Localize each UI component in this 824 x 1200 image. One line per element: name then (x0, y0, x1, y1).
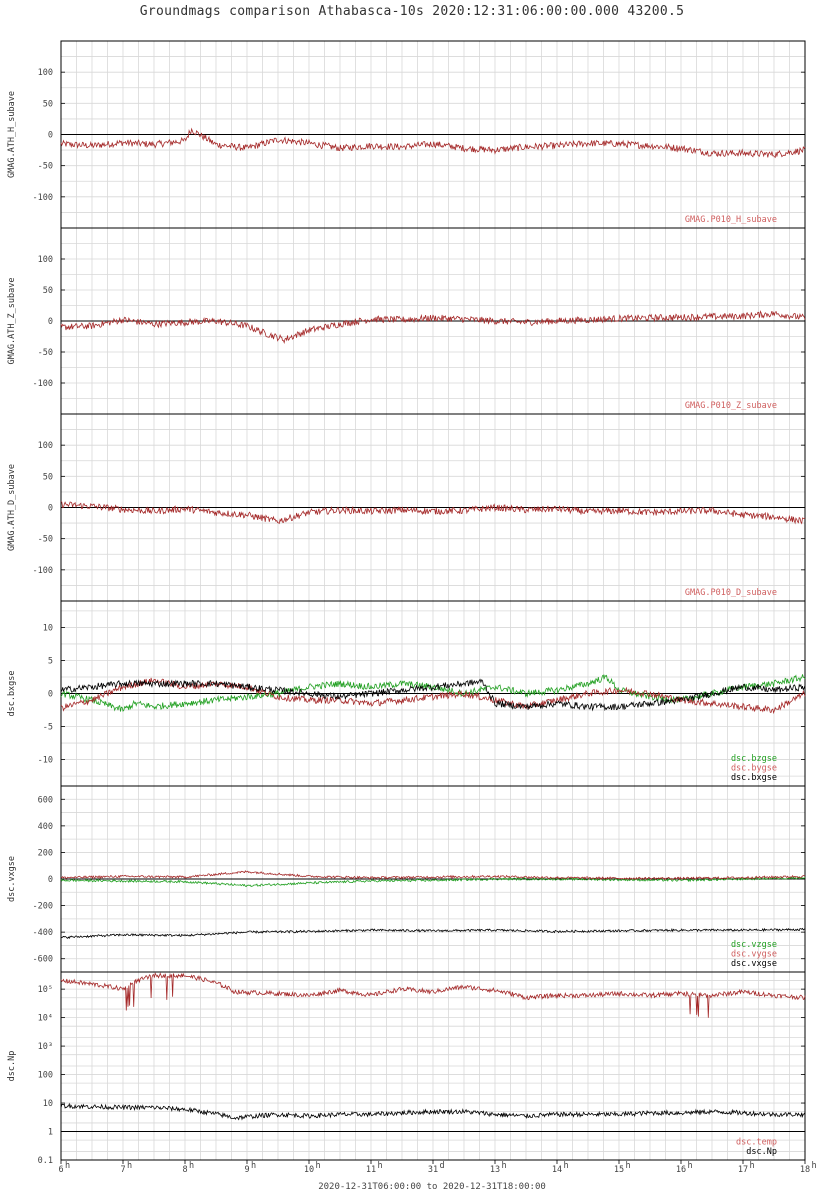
y-tick-label: 0 (48, 504, 53, 514)
y-tick-label: 0.1 (38, 1156, 53, 1166)
y-tick-label: -10 (38, 756, 53, 766)
series-line-GMAG-P010-D-subave (60, 501, 806, 525)
y-tick-label: 50 (43, 472, 53, 482)
x-tick-label-sup: d (440, 1161, 445, 1171)
y-axis-label: dsc.bxgse (7, 670, 17, 716)
series-line-dsc-Np (60, 1102, 806, 1121)
y-axis-label: dsc.vxgse (7, 856, 17, 902)
legend-entry: dsc.bygse (731, 764, 777, 774)
y-axis-label: GMAG.ATH_Z_subave (7, 278, 17, 365)
y-tick-label: 10³ (38, 1042, 53, 1052)
y-tick-label: 50 (43, 286, 53, 296)
series-line-dsc-vxgse (60, 927, 806, 939)
legend-entry: dsc.vygse (731, 950, 777, 960)
x-tick-label-sup: h (750, 1161, 755, 1171)
y-tick-label: -50 (38, 162, 53, 172)
y-tick-label: -100 (33, 193, 53, 203)
x-tick-label: 7 (120, 1165, 125, 1175)
x-tick-label-sup: h (189, 1161, 194, 1171)
series-line-dsc-bygse (60, 677, 806, 715)
x-tick-label: 16 (676, 1165, 686, 1175)
y-tick-label: 100 (38, 68, 53, 78)
legend-entry: dsc.Np (746, 1147, 777, 1157)
x-tick-label-sup: h (626, 1161, 631, 1171)
series-line-dsc-vygse (60, 870, 806, 881)
y-tick-label: 400 (38, 822, 53, 832)
time-range-label: 2020-12-31T06:00:00 to 2020-12-31T18:00:… (318, 1182, 546, 1192)
x-tick-label: 14 (552, 1165, 562, 1175)
series-line-dsc-temp (60, 972, 806, 1018)
y-axis-label: dsc.Np (7, 1051, 17, 1082)
legend-entry: dsc.temp (736, 1138, 777, 1148)
x-tick-label: 15 (614, 1165, 624, 1175)
y-tick-label: 100 (38, 255, 53, 265)
x-tick-label: 6 (58, 1165, 63, 1175)
x-tick-label: 9 (244, 1165, 249, 1175)
y-tick-label: 50 (43, 99, 53, 109)
x-tick-label-sup: h (316, 1161, 321, 1171)
legend-entry: dsc.bxgse (731, 773, 777, 783)
y-tick-label: 200 (38, 848, 53, 858)
series-line-dsc-bxgse (61, 678, 806, 712)
x-tick-label: 31 (428, 1165, 438, 1175)
y-tick-label: 5 (48, 656, 53, 666)
y-axis-label: GMAG.ATH_H_subave (7, 91, 17, 178)
legend-entry: dsc.vxgse (731, 959, 777, 969)
x-tick-label-sup: h (564, 1161, 569, 1171)
x-tick-label: 18 (800, 1165, 810, 1175)
x-tick-label: 13 (490, 1165, 500, 1175)
y-tick-label: 100 (38, 1071, 53, 1081)
x-tick-label: 10 (304, 1165, 314, 1175)
legend-entry: GMAG.P010_Z_subave (685, 401, 777, 411)
x-tick-label-sup: h (378, 1161, 383, 1171)
y-tick-label: -600 (33, 955, 53, 965)
y-tick-label: 0 (48, 131, 53, 141)
y-tick-label: -50 (38, 535, 53, 545)
y-tick-label: -100 (33, 379, 53, 389)
x-tick-label-sup: h (251, 1161, 256, 1171)
x-tick-label-sup: h (812, 1161, 817, 1171)
series-line-dsc-vzgse (60, 875, 806, 888)
y-axis-label: GMAG.ATH_D_subave (7, 464, 17, 551)
y-tick-label: 10⁵ (38, 985, 53, 995)
y-tick-label: -5 (43, 723, 53, 733)
y-tick-label: -100 (33, 566, 53, 576)
y-tick-label: 0 (48, 690, 53, 700)
y-tick-label: 10 (43, 1099, 53, 1109)
y-tick-label: 0 (48, 875, 53, 885)
legend-entry: dsc.vzgse (731, 940, 777, 950)
y-tick-label: 10 (43, 623, 53, 633)
series-line-GMAG-P010-Z-subave (60, 310, 806, 344)
x-tick-label-sup: h (502, 1161, 507, 1171)
y-tick-label: 600 (38, 795, 53, 805)
y-tick-label: -200 (33, 902, 53, 912)
y-tick-label: 1 (48, 1128, 53, 1138)
page-title: Groundmags comparison Athabasca-10s 2020… (139, 4, 685, 19)
y-tick-label: 10⁴ (38, 1014, 53, 1024)
legend-entry: GMAG.P010_H_subave (685, 215, 777, 225)
x-tick-label-sup: h (688, 1161, 693, 1171)
x-tick-label-sup: h (65, 1161, 70, 1171)
legend-entry: dsc.bzgse (731, 754, 777, 764)
y-tick-label: 0 (48, 317, 53, 327)
legend-entry: GMAG.P010_D_subave (685, 588, 777, 598)
y-tick-label: -50 (38, 348, 53, 358)
series-line-GMAG-P010-H-subave (60, 127, 806, 159)
y-tick-label: 100 (38, 441, 53, 451)
x-tick-label-sup: h (127, 1161, 132, 1171)
x-tick-label: 8 (182, 1165, 187, 1175)
x-tick-label: 11 (366, 1165, 376, 1175)
y-tick-label: -400 (33, 928, 53, 938)
x-tick-label: 17 (738, 1165, 748, 1175)
